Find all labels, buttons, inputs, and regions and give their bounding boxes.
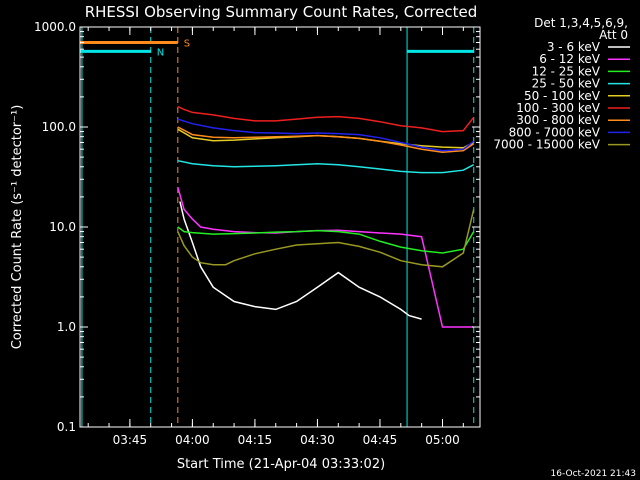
y-axis-label: Corrected Count Rate (s⁻¹ detector⁻¹) [10, 105, 25, 350]
axes: 0.1 1.0 10.0 100.0 1000.0 03:45 04:00 04:15 04:3… [34, 20, 481, 447]
legend-label-0: 3 - 6 keV [547, 40, 601, 54]
series-line-2 [177, 226, 475, 254]
y-tick-label-4: 1000.0 [34, 20, 76, 34]
legend-label-5: 100 - 300 keV [516, 101, 600, 115]
footer-timestamp: 16-Oct-2021 21:43 [551, 469, 636, 479]
series-line-0 [179, 201, 422, 320]
x-tick-label-5: 05:00 [425, 433, 460, 447]
x-tick-label-4: 04:45 [363, 433, 398, 447]
legend-label-2: 12 - 25 keV [532, 64, 601, 78]
legend-label-7: 800 - 7000 keV [509, 125, 601, 139]
x-tick-label-0: 03:45 [113, 433, 148, 447]
series-line-3 [177, 159, 475, 174]
legend-label-3: 25 - 50 keV [532, 77, 601, 91]
y-tick-label-3: 100.0 [42, 120, 76, 134]
y-tick-label-0: 0.1 [57, 420, 76, 434]
y-tick-label-1: 1.0 [57, 320, 76, 334]
legend-label-8: 7000 - 15000 keV [493, 138, 600, 152]
series-line-6 [177, 126, 475, 153]
y-tick-label-2: 10.0 [49, 220, 76, 234]
flag-label-0: S [184, 38, 190, 49]
x-tick-label-1: 04:00 [175, 433, 210, 447]
x-tick-label-3: 04:30 [300, 433, 335, 447]
x-tick-label-2: 04:15 [238, 433, 273, 447]
legend-label-4: 50 - 100 keV [524, 89, 601, 103]
series-line-8 [177, 209, 475, 268]
chart-title: RHESSI Observing Summary Count Rates, Co… [85, 3, 478, 21]
flag-label-1: N [157, 47, 164, 58]
series-line-5 [177, 105, 475, 133]
legend-label-6: 300 - 800 keV [516, 113, 600, 127]
series-line-7 [177, 118, 475, 152]
x-axis-label: Start Time (21-Apr-04 03:33:02) [177, 457, 385, 472]
legend-header-detectors: Det 1,3,4,5,6,9, [534, 16, 628, 30]
legend-header-attenuator: Att 0 [599, 28, 628, 42]
legend-label-1: 6 - 12 keV [539, 52, 601, 66]
